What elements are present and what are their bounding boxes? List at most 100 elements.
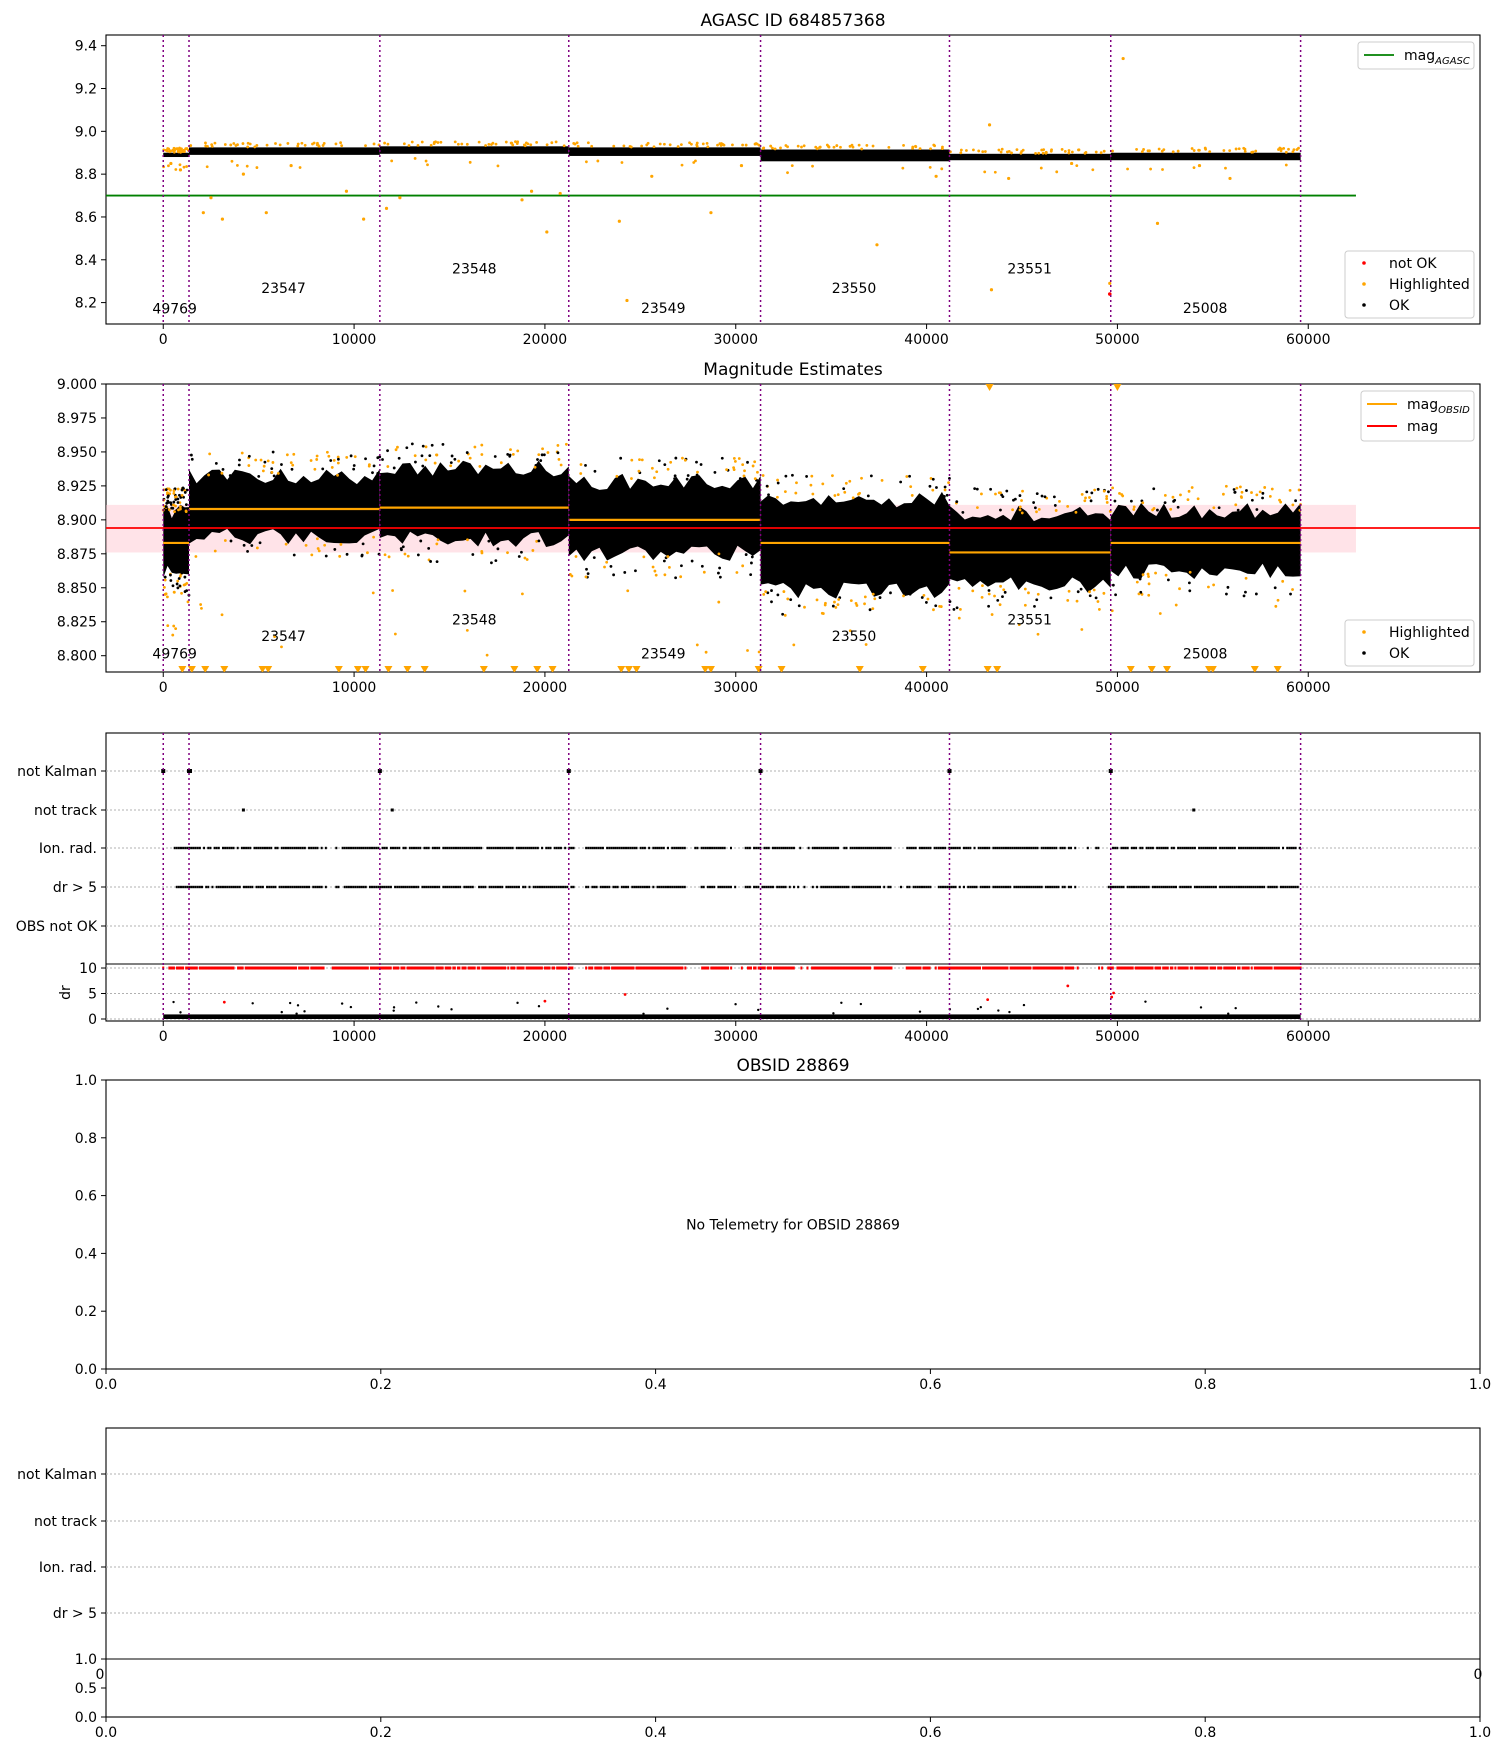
dr-gt-5-point xyxy=(280,885,283,889)
ion-rad-point xyxy=(711,846,714,850)
dr-gt-5-point xyxy=(824,885,827,889)
dr-gt-5-point xyxy=(1074,885,1077,889)
dr-gt-5-point xyxy=(452,885,455,889)
dr-clipped-point xyxy=(820,966,823,970)
dr-point xyxy=(918,1010,922,1013)
ion-rad-point xyxy=(1298,846,1301,850)
dr-clipped-point xyxy=(1066,966,1069,970)
dr-clipped-point xyxy=(617,966,620,970)
highlighted-point xyxy=(173,510,176,514)
y-tick-label: 0.4 xyxy=(75,1246,97,1262)
highlighted-point xyxy=(942,494,946,498)
dr-clipped-point xyxy=(1151,966,1154,970)
axes-frame xyxy=(105,1427,1481,1718)
highlighted-point xyxy=(1118,491,1121,495)
highlighted-point xyxy=(579,472,583,475)
dr-gt-5-point xyxy=(1294,885,1297,889)
ion-rad-point xyxy=(1000,846,1003,850)
ok-point xyxy=(176,579,180,583)
y-tick-label: 8.925 xyxy=(57,479,97,495)
ok-point xyxy=(1132,508,1136,511)
highlighted-point xyxy=(1023,603,1027,607)
highlighted-point xyxy=(163,575,167,579)
ion-rad-point xyxy=(408,846,411,850)
dr-gt-5-point xyxy=(219,885,222,889)
dr-clipped-point xyxy=(951,966,954,970)
x-tick-label: 40000 xyxy=(904,1029,949,1045)
highlighted-point xyxy=(771,146,774,150)
dr-clipped-point xyxy=(1276,966,1279,970)
highlighted-point xyxy=(871,144,875,148)
ok-point xyxy=(794,491,798,495)
ion-rad-point xyxy=(245,846,248,850)
ok-points-band xyxy=(949,505,1111,593)
ion-rad-point xyxy=(860,846,863,850)
dr-gt-5-point xyxy=(734,885,737,889)
ion-rad-point xyxy=(643,846,646,850)
dr-clipped-point xyxy=(1064,966,1067,970)
dr-clipped-point xyxy=(464,966,467,970)
ion-rad-point xyxy=(1231,846,1234,850)
dr-clipped-point xyxy=(275,966,278,970)
dr-clipped-point xyxy=(557,966,560,970)
dr-gt-5-point xyxy=(979,885,982,889)
ok-point xyxy=(1018,494,1022,497)
ok-points-band xyxy=(189,147,380,155)
ok-point xyxy=(952,607,956,611)
dr-clipped-point xyxy=(937,966,940,970)
dr-gt-5-point xyxy=(631,885,634,889)
dr-clipped-point xyxy=(1038,966,1041,970)
ok-point xyxy=(805,475,808,478)
ok-point xyxy=(770,589,773,592)
dr-clipped-point xyxy=(345,966,348,970)
ion-rad-point xyxy=(601,846,604,850)
ok-point xyxy=(958,608,962,611)
ion-rad-point xyxy=(297,846,300,850)
dr-clipped-point xyxy=(646,966,649,970)
dr-clipped-point xyxy=(1246,966,1249,970)
dr-clipped-point xyxy=(597,966,600,970)
dr-clipped-point xyxy=(1163,966,1166,970)
dr-clipped-point xyxy=(997,966,1000,970)
highlighted-point xyxy=(1242,146,1246,150)
dr-gt-5-point xyxy=(675,885,678,889)
ok-point xyxy=(1058,499,1061,503)
highlighted-offscale-marker xyxy=(617,666,626,672)
dr-clipped-point xyxy=(859,966,862,970)
highlighted-point xyxy=(292,553,296,557)
not-kalman-point xyxy=(161,769,166,773)
dr-gt-5-point xyxy=(681,885,684,889)
dr-not-ok-point xyxy=(543,999,547,1003)
ion-rad-point xyxy=(1160,846,1163,850)
highlighted-point xyxy=(653,569,657,573)
ion-rad-point xyxy=(885,846,888,850)
dr-clipped-point xyxy=(1125,966,1128,970)
dr-gt-5-point xyxy=(1025,885,1028,889)
ion-rad-point xyxy=(293,846,296,850)
highlighted-point xyxy=(1178,587,1181,591)
highlighted-point xyxy=(1084,151,1088,154)
highlighted-point xyxy=(848,144,852,148)
highlighted-point xyxy=(690,142,693,146)
dr-clipped-point xyxy=(293,966,296,970)
ion-rad-point xyxy=(610,846,613,850)
dr-clipped-point xyxy=(786,966,789,970)
ion-rad-point xyxy=(593,846,596,850)
dr-gt-5-point xyxy=(855,885,858,889)
dr-gt-5-point xyxy=(184,885,187,889)
panel-agasc: 49769235472354823549235502355125008AGASC… xyxy=(75,11,1481,348)
ok-point xyxy=(797,604,801,608)
ok-point xyxy=(1245,489,1248,492)
ion-rad-point xyxy=(555,846,558,850)
highlighted-point xyxy=(959,151,963,155)
y-tick-label: 0.2 xyxy=(75,1304,97,1320)
ok-point xyxy=(584,575,588,579)
ok-point xyxy=(419,539,423,543)
dr-clipped-point xyxy=(496,966,499,970)
ion-rad-point xyxy=(1135,846,1138,850)
dr-gt-5-point xyxy=(211,885,214,889)
dr-clipped-point xyxy=(1291,966,1294,970)
ok-point xyxy=(172,491,176,495)
ion-rad-point xyxy=(654,846,657,850)
